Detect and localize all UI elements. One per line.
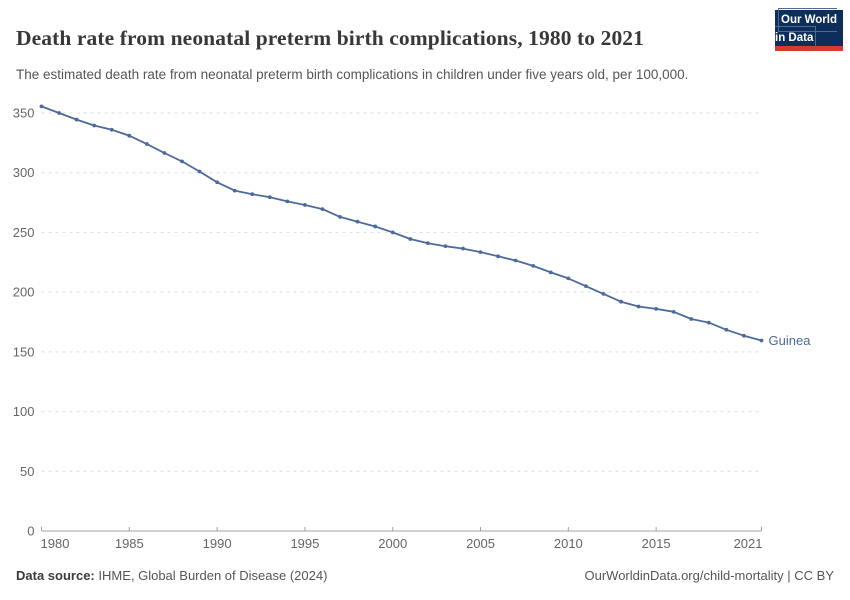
data-point bbox=[320, 207, 325, 212]
data-point bbox=[250, 192, 255, 197]
line-chart[interactable]: 0 50 100 150 200 250 300 350 1980 1985 1990 1995 200… bbox=[0, 95, 850, 565]
credit-link[interactable]: OurWorldinData.org/child-mortality | CC … bbox=[584, 568, 835, 583]
data-point bbox=[373, 224, 378, 229]
data-source: Data source: IHME, Global Burden of Dise… bbox=[16, 568, 327, 583]
data-point bbox=[671, 309, 676, 314]
data-point bbox=[443, 244, 448, 249]
series-line-guinea bbox=[40, 105, 763, 342]
data-point bbox=[742, 333, 746, 338]
data-point bbox=[496, 254, 500, 259]
data-point bbox=[706, 320, 711, 325]
data-point bbox=[583, 284, 588, 289]
data-point bbox=[355, 219, 360, 224]
data-point bbox=[338, 215, 342, 219]
data-point bbox=[127, 133, 132, 138]
data-point bbox=[689, 317, 694, 321]
y-axis-tick-label: 150 bbox=[13, 344, 35, 359]
data-point bbox=[57, 111, 61, 115]
data-point bbox=[109, 127, 114, 132]
data-point bbox=[144, 142, 149, 146]
x-axis-tick-label: 1990 bbox=[203, 536, 232, 551]
data-point bbox=[74, 117, 79, 122]
data-point bbox=[390, 230, 395, 235]
x-axis-tick-label: 2021 bbox=[734, 536, 763, 551]
data-point bbox=[215, 180, 220, 185]
data-point bbox=[162, 151, 167, 155]
data-source-label: Data source: bbox=[16, 568, 95, 583]
data-point bbox=[285, 199, 290, 204]
x-axis-tick-label: 2000 bbox=[378, 536, 407, 551]
data-point bbox=[478, 250, 483, 255]
owid-logo-text: Our World in Data bbox=[775, 8, 838, 50]
data-point bbox=[267, 195, 272, 200]
x-axis-tick-label: 1985 bbox=[115, 536, 144, 551]
data-point bbox=[531, 263, 536, 268]
y-axis-tick-label: 300 bbox=[13, 165, 35, 180]
data-point bbox=[548, 270, 553, 275]
data-point bbox=[197, 169, 202, 174]
y-axis-tick-label: 250 bbox=[13, 225, 35, 240]
chart-subtitle: The estimated death rate from neonatal p… bbox=[16, 66, 689, 82]
data-point bbox=[232, 188, 237, 193]
data-point bbox=[566, 276, 571, 281]
data-point bbox=[39, 104, 44, 109]
y-axis-tick-label: 350 bbox=[13, 106, 35, 121]
owid-logo-red-bar bbox=[775, 46, 843, 51]
data-point bbox=[724, 327, 729, 332]
x-axis-tick-label: 2015 bbox=[642, 536, 671, 551]
data-point bbox=[425, 241, 430, 246]
data-source-text: IHME, Global Burden of Disease (2024) bbox=[94, 568, 328, 583]
data-point bbox=[759, 338, 764, 343]
data-point bbox=[408, 237, 413, 241]
owid-logo[interactable]: Our World in Data bbox=[775, 8, 843, 51]
y-axis-tick-label: 50 bbox=[20, 464, 34, 479]
x-axis-tick-label: 2005 bbox=[466, 536, 495, 551]
data-point bbox=[619, 299, 623, 304]
x-axis-tick-label: 2010 bbox=[554, 536, 583, 551]
data-point bbox=[92, 123, 97, 128]
data-point bbox=[636, 304, 641, 309]
series-end-label: Guinea bbox=[769, 333, 812, 348]
data-point bbox=[180, 159, 184, 164]
y-axis-tick-label: 100 bbox=[13, 404, 35, 419]
x-axis-tick-label: 1995 bbox=[290, 536, 319, 551]
data-point bbox=[654, 306, 659, 311]
y-axis-tick-label: 200 bbox=[13, 285, 35, 300]
data-point bbox=[601, 292, 606, 296]
x-axis-tick-label: 1980 bbox=[41, 536, 70, 551]
data-point bbox=[513, 258, 518, 263]
data-point bbox=[461, 246, 465, 251]
y-axis-tick-label: 0 bbox=[27, 524, 34, 539]
data-point bbox=[303, 203, 307, 207]
page-title: Death rate from neonatal preterm birth c… bbox=[16, 26, 645, 51]
